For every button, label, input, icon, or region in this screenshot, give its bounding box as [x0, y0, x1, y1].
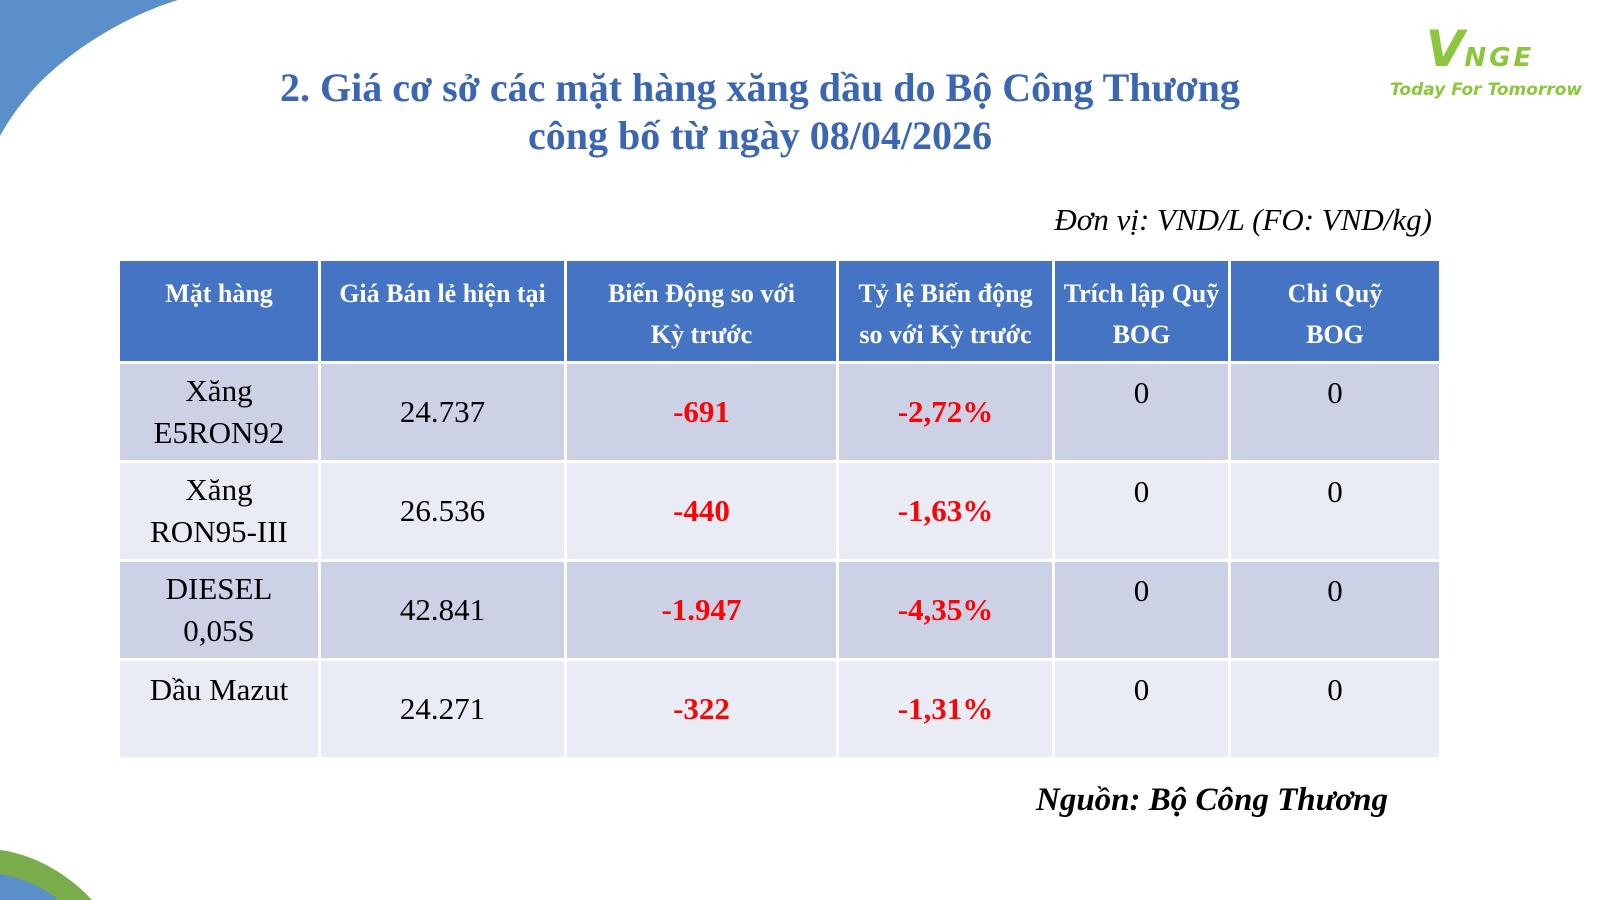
top-left-swoosh-decoration: [0, 0, 178, 136]
slide-title-line2: công bố từ ngày 08/04/2026: [527, 113, 993, 158]
bog-spending-cell: 0: [1228, 658, 1442, 760]
price-cell: 42.841: [318, 559, 567, 661]
change-cell: -322: [564, 658, 839, 760]
vnge-logo-name: VNGE: [1390, 24, 1570, 74]
price-cell: 24.271: [318, 658, 567, 760]
product-name: DIESEL: [165, 571, 273, 606]
bog-spending-cell: 0: [1228, 559, 1442, 661]
col-header-current-retail-price: Giá Bán lẻ hiện tại: [318, 258, 567, 364]
product-name-cell: Xăng RON95-III: [117, 460, 321, 562]
vnge-logo: VNGE Today For Tomorrow: [1390, 24, 1583, 100]
col-header-bog-fund-contribution: Trích lập Quỹ BOG: [1052, 258, 1231, 364]
product-name-cell: Xăng E5RON92: [117, 361, 321, 463]
product-name: Dầu Mazut: [149, 672, 289, 707]
col-header-product: Mặt hàng: [117, 258, 321, 364]
bog-contribution-cell: 0: [1052, 460, 1231, 562]
bog-spending-cell: 0: [1228, 460, 1442, 562]
table-row-e5ron92: Xăng E5RON92 24.737 -691 -2,72% 0 0: [117, 361, 1442, 463]
header-text: Tỷ lệ Biến động: [858, 279, 1033, 308]
header-text: Mặt hàng: [165, 279, 273, 308]
change-pct-cell: -1,63%: [836, 460, 1055, 562]
price-cell: 26.536: [318, 460, 567, 562]
header-row: Mặt hàng Giá Bán lẻ hiện tại Biến Động s…: [117, 258, 1442, 364]
change-pct-cell: -2,72%: [836, 361, 1055, 463]
product-name: Xăng: [185, 472, 253, 507]
header-text: Biến Động so với: [607, 279, 796, 308]
header-text: Trích lập Quỹ: [1063, 279, 1220, 308]
vnge-logo-tagline: Today For Tomorrow: [1390, 80, 1583, 100]
price-cell: 24.737: [318, 361, 567, 463]
vnge-logo-v: V: [1425, 20, 1465, 78]
header-text: BOG: [1306, 320, 1364, 349]
product-name: 0,05S: [183, 613, 255, 648]
bottom-left-corner-decoration: [0, 850, 92, 900]
change-pct-cell: -1,31%: [836, 658, 1055, 760]
product-name: RON95-III: [150, 514, 288, 549]
bog-contribution-cell: 0: [1052, 658, 1231, 760]
header-text: Giá Bán lẻ hiện tại: [339, 279, 546, 308]
header-text: Kỳ trước: [650, 320, 753, 349]
table-row-ron95: Xăng RON95-III 26.536 -440 -1,63% 0 0: [117, 460, 1442, 562]
header-text: so với Kỳ trước: [859, 320, 1032, 349]
bog-contribution-cell: 0: [1052, 361, 1231, 463]
source-note: Nguồn: Bộ Công Thương: [1036, 782, 1388, 818]
table-row-diesel: DIESEL 0,05S 42.841 -1.947 -4,35% 0 0: [117, 559, 1442, 661]
product-name-cell: DIESEL 0,05S: [117, 559, 321, 661]
header-text: Chi Quỹ: [1287, 279, 1383, 308]
fuel-price-table: Mặt hàng Giá Bán lẻ hiện tại Biến Động s…: [117, 258, 1442, 760]
header-text: BOG: [1112, 320, 1171, 349]
unit-note: Đơn vị: VND/L (FO: VND/kg): [1054, 202, 1432, 237]
product-name-cell: Dầu Mazut: [117, 658, 321, 760]
col-header-bog-fund-spending: Chi Quỹ BOG: [1228, 258, 1442, 364]
change-pct-cell: -4,35%: [836, 559, 1055, 661]
product-name: E5RON92: [153, 415, 285, 450]
bog-spending-cell: 0: [1228, 361, 1442, 463]
table-row-mazut: Dầu Mazut 24.271 -322 -1,31% 0 0: [117, 658, 1442, 760]
bog-contribution-cell: 0: [1052, 559, 1231, 661]
change-cell: -1.947: [564, 559, 839, 661]
change-cell: -440: [564, 460, 839, 562]
change-cell: -691: [564, 361, 839, 463]
col-header-change-vs-previous: Biến Động so với Kỳ trước: [564, 258, 839, 364]
vnge-logo-rest: NGE: [1464, 43, 1535, 73]
slide-title-line1: 2. Giá cơ sở các mặt hàng xăng dầu do Bộ…: [280, 65, 1240, 110]
col-header-change-pct-vs-previous: Tỷ lệ Biến động so với Kỳ trước: [836, 258, 1055, 364]
slide-title: 2. Giá cơ sở các mặt hàng xăng dầu do Bộ…: [0, 64, 1520, 160]
product-name: Xăng: [185, 373, 253, 408]
